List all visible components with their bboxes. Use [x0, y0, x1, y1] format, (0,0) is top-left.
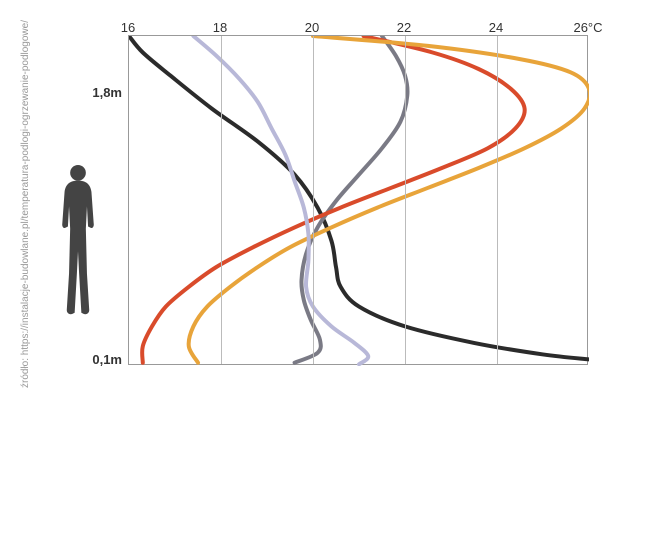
grid-line: [313, 36, 314, 364]
grid-line: [497, 36, 498, 364]
chart-container: źródło: https://instalacje-budowlane.pl/…: [20, 20, 638, 370]
series-ideal: [129, 36, 589, 359]
x-tick: 22: [384, 20, 424, 35]
y-label-upper: 1,8m: [92, 85, 122, 100]
series-air: [189, 36, 589, 363]
human-silhouette-area: 1,8m 0,1m: [50, 40, 120, 370]
plot-area: [128, 35, 588, 365]
source-citation: źródło: https://instalacje-budowlane.pl/…: [20, 20, 31, 388]
x-tick: 16: [108, 20, 148, 35]
x-tick: 24: [476, 20, 516, 35]
grid-line: [221, 36, 222, 364]
grid-line: [405, 36, 406, 364]
human-silhouette-icon: [50, 110, 106, 370]
left-column: 1,8m 0,1m: [50, 20, 120, 370]
chart-lines: [129, 36, 589, 366]
x-tick: 18: [200, 20, 240, 35]
x-axis: 16 18 20 22 24 26°C: [108, 20, 608, 35]
chart-area: 161820222426°C: [128, 20, 608, 365]
x-tick: 26°C: [568, 20, 608, 35]
x-tick: 20: [292, 20, 332, 35]
series-floor: [193, 36, 368, 364]
